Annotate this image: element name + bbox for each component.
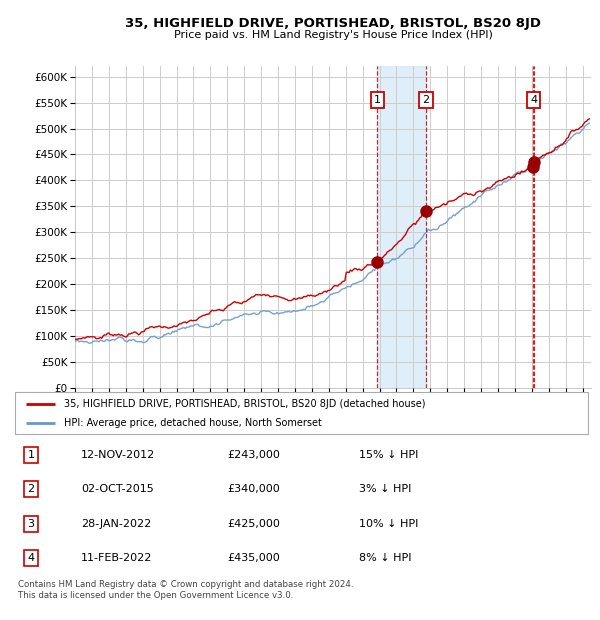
Text: 1: 1 bbox=[28, 450, 35, 460]
Text: 3: 3 bbox=[28, 519, 35, 529]
Text: £435,000: £435,000 bbox=[227, 553, 280, 563]
Bar bbox=[377, 66, 426, 388]
Text: 35, HIGHFIELD DRIVE, PORTISHEAD, BRISTOL, BS20 8JD: 35, HIGHFIELD DRIVE, PORTISHEAD, BRISTOL… bbox=[125, 17, 541, 30]
Text: 12-NOV-2012: 12-NOV-2012 bbox=[81, 450, 155, 460]
Text: Contains HM Land Registry data © Crown copyright and database right 2024.
This d: Contains HM Land Registry data © Crown c… bbox=[18, 580, 353, 601]
FancyBboxPatch shape bbox=[15, 392, 588, 434]
Text: 2: 2 bbox=[422, 95, 430, 105]
Text: 15% ↓ HPI: 15% ↓ HPI bbox=[359, 450, 418, 460]
Text: HPI: Average price, detached house, North Somerset: HPI: Average price, detached house, Nort… bbox=[64, 418, 322, 428]
Text: 2: 2 bbox=[28, 484, 35, 494]
Text: 1: 1 bbox=[374, 95, 381, 105]
Text: 11-FEB-2022: 11-FEB-2022 bbox=[81, 553, 152, 563]
Text: Price paid vs. HM Land Registry's House Price Index (HPI): Price paid vs. HM Land Registry's House … bbox=[173, 30, 493, 40]
Text: 4: 4 bbox=[28, 553, 35, 563]
Text: £243,000: £243,000 bbox=[227, 450, 280, 460]
Text: 10% ↓ HPI: 10% ↓ HPI bbox=[359, 519, 418, 529]
Text: 8% ↓ HPI: 8% ↓ HPI bbox=[359, 553, 412, 563]
Text: 28-JAN-2022: 28-JAN-2022 bbox=[81, 519, 151, 529]
Text: £425,000: £425,000 bbox=[227, 519, 280, 529]
Text: 3% ↓ HPI: 3% ↓ HPI bbox=[359, 484, 411, 494]
Text: 02-OCT-2015: 02-OCT-2015 bbox=[81, 484, 154, 494]
Text: £340,000: £340,000 bbox=[227, 484, 280, 494]
Text: 35, HIGHFIELD DRIVE, PORTISHEAD, BRISTOL, BS20 8JD (detached house): 35, HIGHFIELD DRIVE, PORTISHEAD, BRISTOL… bbox=[64, 399, 425, 409]
Text: 4: 4 bbox=[530, 95, 538, 105]
